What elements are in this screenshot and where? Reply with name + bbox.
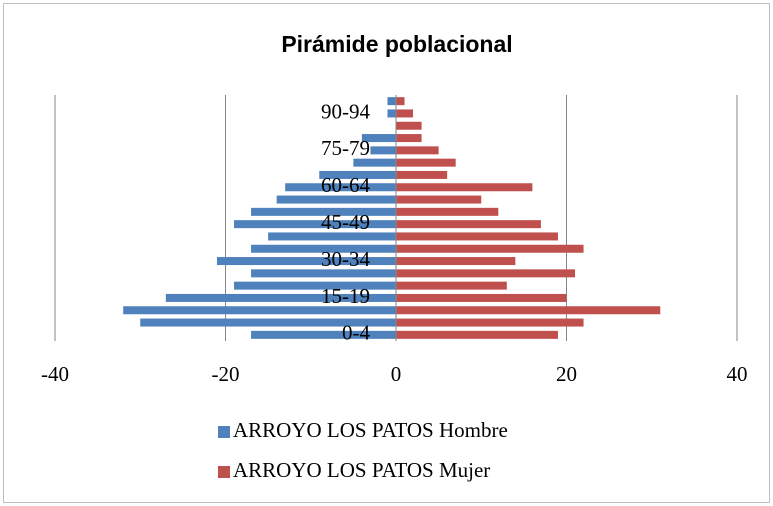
x-tick-label: 40 — [727, 362, 748, 386]
bar — [396, 306, 661, 315]
bar — [251, 269, 396, 278]
bar — [319, 170, 396, 179]
bar — [396, 244, 584, 253]
bar — [140, 318, 396, 327]
bar — [216, 257, 396, 266]
bar — [396, 195, 482, 204]
bar — [396, 318, 584, 327]
bar — [396, 97, 405, 106]
bar — [396, 257, 516, 266]
y-tick-label: 75-79 — [321, 136, 370, 160]
y-tick-label: 0-4 — [342, 321, 370, 345]
bar — [396, 293, 567, 302]
bar — [251, 244, 396, 253]
bar — [370, 146, 396, 155]
x-tick-label: 20 — [556, 362, 577, 386]
x-tick-label: -20 — [212, 362, 240, 386]
bar — [396, 121, 422, 130]
bar — [396, 207, 499, 216]
bar — [251, 207, 396, 216]
bar — [123, 306, 396, 315]
legend-label: ARROYO LOS PATOS Hombre — [233, 418, 508, 442]
legend-label: ARROYO LOS PATOS Mujer — [233, 458, 490, 482]
bar — [396, 330, 558, 339]
bar — [353, 158, 396, 167]
y-tick-label: 30-34 — [321, 247, 370, 271]
bar — [396, 232, 558, 241]
bar — [396, 269, 576, 278]
bar — [285, 183, 396, 192]
bar — [165, 293, 396, 302]
bar — [251, 330, 396, 339]
y-tick-label: 90-94 — [321, 99, 370, 123]
y-tick-label: 15-19 — [321, 284, 370, 308]
chart-title: Pirámide poblacional — [281, 31, 512, 57]
bar — [396, 183, 533, 192]
bar — [396, 170, 448, 179]
bar — [387, 97, 396, 106]
bar — [361, 134, 396, 143]
bar — [396, 220, 541, 229]
x-tick-label: 0 — [391, 362, 402, 386]
y-tick-label: 60-64 — [321, 173, 370, 197]
bar — [396, 109, 414, 118]
bar — [276, 195, 396, 204]
bar — [396, 158, 456, 167]
y-tick-label: 45-49 — [321, 210, 370, 234]
bar — [234, 281, 396, 290]
bar — [396, 146, 439, 155]
bar — [396, 134, 422, 143]
bar — [234, 220, 396, 229]
bar — [268, 232, 396, 241]
legend-swatch — [218, 466, 230, 478]
bar — [387, 109, 396, 118]
chart-frame — [3, 3, 770, 503]
bar — [396, 281, 507, 290]
x-tick-label: -40 — [41, 362, 69, 386]
legend-swatch — [218, 426, 230, 438]
